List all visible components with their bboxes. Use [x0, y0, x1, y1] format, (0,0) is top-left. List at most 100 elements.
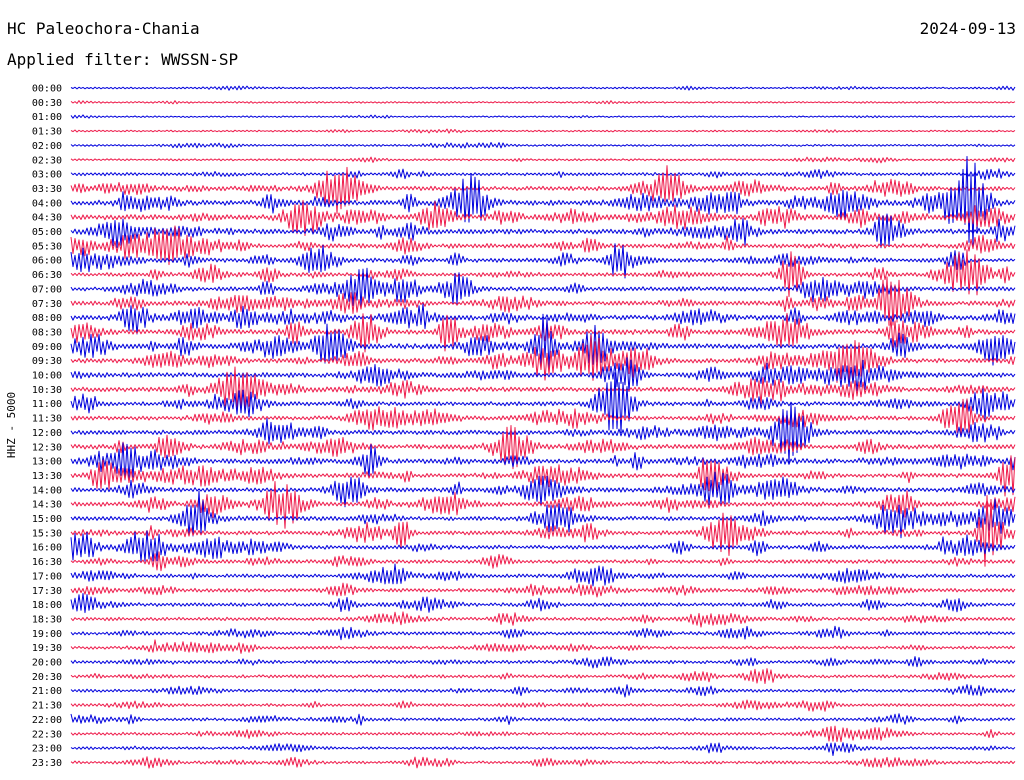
- time-tick-label: 16:30: [32, 557, 62, 568]
- trace-0600: [70, 243, 1016, 279]
- trace-1530: [70, 495, 1016, 567]
- time-tick-label: 18:30: [32, 614, 62, 625]
- trace-2030: [70, 668, 1016, 684]
- trace-0630: [70, 249, 1016, 297]
- time-tick-label: 21:00: [32, 686, 62, 697]
- time-tick-label: 21:30: [32, 701, 62, 712]
- trace-2200: [70, 713, 1016, 726]
- time-tick-label: 13:30: [32, 471, 62, 482]
- trace-1130: [70, 398, 1016, 436]
- trace-2130: [70, 699, 1016, 712]
- time-tick-label: 22:00: [32, 715, 62, 726]
- trace-0200: [70, 142, 1016, 149]
- trace-0130: [70, 128, 1016, 134]
- trace-0000: [70, 85, 1016, 91]
- time-tick-label: 23:00: [32, 744, 62, 755]
- trace-1100: [70, 372, 1016, 433]
- time-tick-label: 20:30: [32, 672, 62, 683]
- trace-1700: [70, 563, 1016, 587]
- time-tick-label: 05:30: [32, 241, 62, 252]
- time-tick-label: 05:00: [32, 227, 62, 238]
- trace-0030: [70, 100, 1016, 105]
- time-tick-label: 17:30: [32, 586, 62, 597]
- trace-1730: [70, 582, 1016, 598]
- trace-1600: [70, 530, 1016, 562]
- time-tick-label: 15:30: [32, 528, 62, 539]
- time-tick-label: 15:00: [32, 514, 62, 525]
- filter-label: Applied filter: WWSSN-SP: [7, 50, 239, 69]
- time-tick-label: 08:00: [32, 313, 62, 324]
- trace-2300: [70, 742, 1016, 756]
- trace-0530: [70, 225, 1016, 266]
- trace-2100: [70, 684, 1016, 698]
- date-label: 2024-09-13: [919, 19, 1016, 38]
- time-tick-label: 13:00: [32, 457, 62, 468]
- trace-1300: [70, 442, 1016, 481]
- time-tick-label: 04:00: [32, 198, 62, 209]
- time-tick-label: 09:00: [32, 342, 62, 353]
- time-tick-label: 18:00: [32, 600, 62, 611]
- trace-0730: [70, 276, 1016, 326]
- time-tick-label: 06:30: [32, 270, 62, 281]
- time-tick-label: 02:30: [32, 155, 62, 166]
- trace-1930: [70, 639, 1016, 654]
- time-tick-label: 14:30: [32, 500, 62, 511]
- trace-0500: [70, 213, 1016, 249]
- trace-0430: [70, 199, 1016, 236]
- time-tick-label: 12:00: [32, 428, 62, 439]
- trace-1400: [70, 471, 1016, 508]
- time-tick-labels: 00:00 00:30 01:00 01:30 02:00 02:30 03:00 03:30…: [32, 84, 62, 769]
- trace-0900: [70, 313, 1016, 369]
- trace-1330: [70, 455, 1016, 497]
- time-tick-label: 10:00: [32, 371, 62, 382]
- trace-2230: [70, 725, 1016, 743]
- time-tick-label: 14:00: [32, 485, 62, 496]
- time-tick-label: 12:30: [32, 442, 62, 453]
- trace-0400: [70, 156, 1016, 247]
- time-tick-label: 20:00: [32, 658, 62, 669]
- trace-1200: [70, 402, 1016, 464]
- trace-1900: [70, 625, 1016, 641]
- trace-0330: [70, 165, 1016, 215]
- time-tick-label: 17:00: [32, 571, 62, 582]
- time-tick-label: 03:00: [32, 170, 62, 181]
- trace-2000: [70, 656, 1016, 669]
- time-tick-label: 02:00: [32, 141, 62, 152]
- trace-0300: [70, 168, 1016, 181]
- trace-1030: [70, 366, 1016, 411]
- trace-1630: [70, 551, 1016, 572]
- time-tick-label: 06:00: [32, 256, 62, 267]
- time-tick-label: 07:00: [32, 284, 62, 295]
- trace-0830: [70, 312, 1016, 353]
- time-tick-label: 19:00: [32, 629, 62, 640]
- trace-2330: [70, 756, 1016, 769]
- time-tick-label: 01:00: [32, 112, 62, 123]
- trace-0230: [70, 156, 1016, 164]
- time-tick-label: 03:30: [32, 184, 62, 195]
- time-tick-label: 01:30: [32, 127, 62, 138]
- time-tick-label: 09:30: [32, 356, 62, 367]
- time-tick-label: 08:30: [32, 327, 62, 338]
- trace-0700: [70, 267, 1016, 308]
- trace-1000: [70, 357, 1016, 392]
- time-tick-label: 16:00: [32, 543, 62, 554]
- trace-0930: [70, 334, 1016, 384]
- time-tick-label: 00:00: [32, 84, 62, 95]
- time-tick-label: 11:30: [32, 414, 62, 425]
- seismic-traces: [70, 85, 1016, 769]
- trace-1500: [70, 490, 1016, 539]
- time-tick-label: 23:30: [32, 758, 62, 769]
- time-tick-label: 07:30: [32, 299, 62, 310]
- trace-1800: [70, 593, 1016, 614]
- trace-1430: [70, 481, 1016, 529]
- trace-0100: [70, 114, 1016, 119]
- trace-1230: [70, 425, 1016, 470]
- station-title: HC Paleochora-Chania: [7, 19, 200, 38]
- time-tick-label: 19:30: [32, 643, 62, 654]
- time-tick-label: 00:30: [32, 98, 62, 109]
- time-tick-label: 22:30: [32, 729, 62, 740]
- time-tick-label: 10:30: [32, 385, 62, 396]
- trace-1830: [70, 611, 1016, 628]
- time-tick-label: 11:00: [32, 399, 62, 410]
